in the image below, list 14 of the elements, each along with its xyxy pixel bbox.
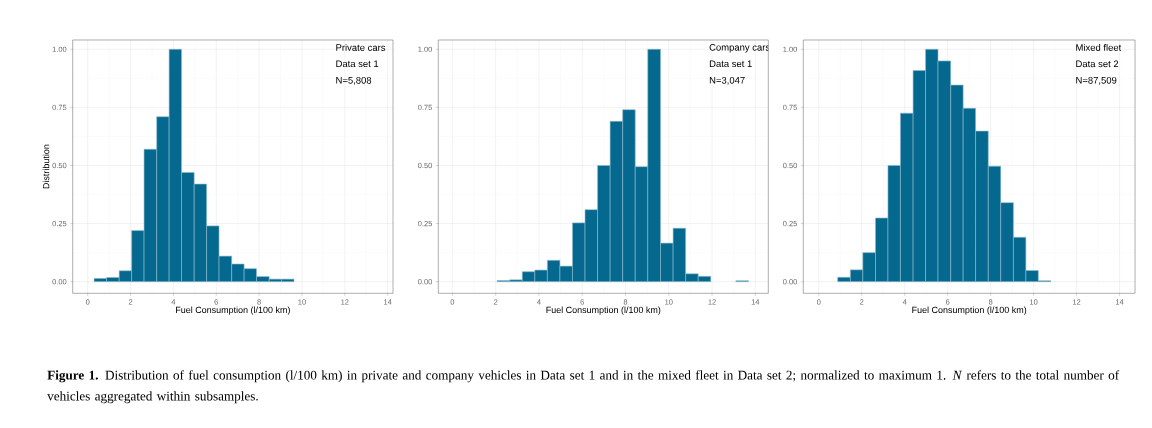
x-axis-title: Fuel Consumption (l/100 km) — [546, 306, 661, 315]
text: Figure 1. Distribution of fuel consumption (l/100 km) in private and company vehicles in Data set 1 and in the mixed fleet in Data set 2; normalized to maximum 1. N refers to the total number of vehicles aggregated within subsamples. — [47, 370, 1120, 404]
annotation: Data set 1 — [709, 60, 752, 68]
x-axis-title: Fuel Consumption (l/100 km) — [176, 306, 290, 315]
y-axis-title: Distribution — [42, 144, 50, 189]
x-axis-title: Fuel Consumption (l/100 km) — [912, 306, 1027, 315]
annotation: Data set 1 — [336, 60, 379, 68]
annotation: Mixed fleet — [1076, 43, 1122, 51]
annotation: N=5,808 — [336, 76, 372, 85]
annotation: N=87,509 — [1076, 76, 1117, 85]
annotation: Data set 2 — [1076, 60, 1119, 68]
annotation: N=3,047 — [709, 76, 745, 85]
annotation: Company cars — [709, 43, 770, 53]
annotation: Private cars — [336, 43, 386, 51]
